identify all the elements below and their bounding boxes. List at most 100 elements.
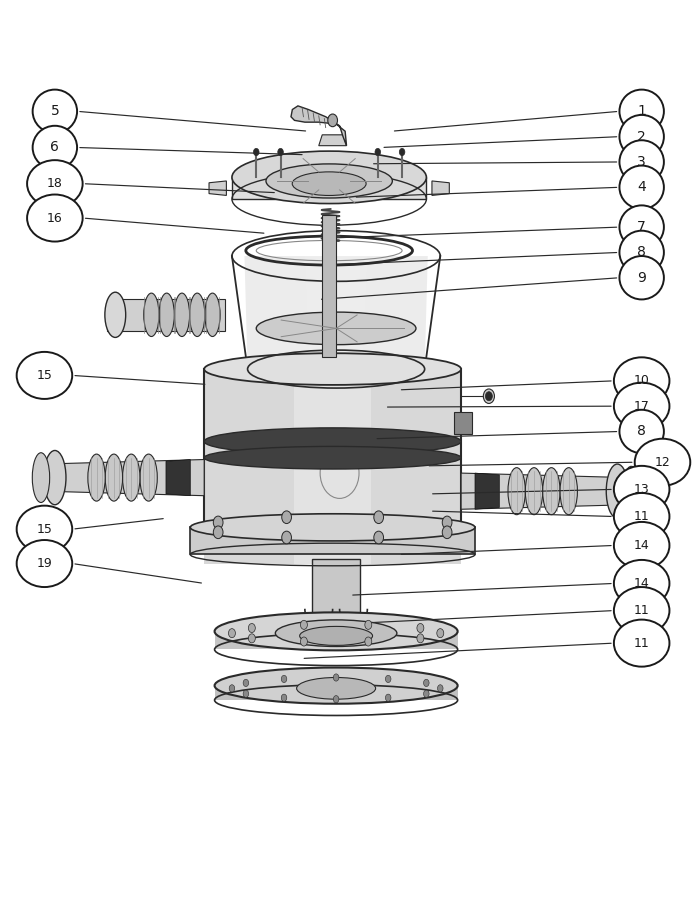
Polygon shape bbox=[318, 135, 346, 146]
Ellipse shape bbox=[105, 454, 122, 501]
Ellipse shape bbox=[614, 587, 669, 634]
Ellipse shape bbox=[614, 382, 669, 430]
Ellipse shape bbox=[256, 312, 416, 345]
Circle shape bbox=[214, 526, 223, 539]
Circle shape bbox=[424, 690, 429, 697]
Ellipse shape bbox=[560, 468, 577, 515]
Polygon shape bbox=[209, 181, 226, 196]
Text: 13: 13 bbox=[634, 483, 650, 496]
Polygon shape bbox=[232, 177, 426, 199]
Circle shape bbox=[442, 516, 452, 529]
Ellipse shape bbox=[620, 206, 664, 248]
Text: 11: 11 bbox=[634, 510, 650, 523]
Text: 8: 8 bbox=[637, 424, 646, 439]
Text: 14: 14 bbox=[634, 539, 650, 552]
Text: 16: 16 bbox=[47, 211, 63, 225]
Ellipse shape bbox=[620, 231, 664, 274]
Polygon shape bbox=[294, 369, 371, 563]
Circle shape bbox=[300, 637, 307, 646]
Circle shape bbox=[281, 694, 287, 702]
Circle shape bbox=[333, 695, 339, 703]
Polygon shape bbox=[291, 106, 346, 146]
Ellipse shape bbox=[33, 126, 77, 169]
Ellipse shape bbox=[620, 89, 664, 133]
Ellipse shape bbox=[614, 522, 669, 569]
Ellipse shape bbox=[606, 464, 629, 519]
Ellipse shape bbox=[525, 468, 542, 515]
Ellipse shape bbox=[159, 293, 174, 337]
Ellipse shape bbox=[190, 514, 475, 541]
Circle shape bbox=[333, 674, 339, 681]
Circle shape bbox=[243, 679, 248, 686]
Ellipse shape bbox=[140, 454, 158, 501]
Circle shape bbox=[424, 679, 429, 686]
Ellipse shape bbox=[205, 293, 220, 337]
Ellipse shape bbox=[266, 164, 393, 198]
Text: 6: 6 bbox=[50, 140, 60, 155]
Text: 15: 15 bbox=[36, 522, 52, 536]
Ellipse shape bbox=[635, 439, 690, 486]
Polygon shape bbox=[475, 473, 499, 510]
Ellipse shape bbox=[620, 410, 664, 453]
Circle shape bbox=[438, 684, 443, 692]
Ellipse shape bbox=[33, 89, 77, 133]
Circle shape bbox=[248, 633, 256, 642]
Ellipse shape bbox=[105, 292, 126, 338]
Ellipse shape bbox=[614, 620, 669, 667]
Ellipse shape bbox=[17, 540, 72, 587]
Circle shape bbox=[386, 694, 391, 702]
Ellipse shape bbox=[297, 677, 376, 699]
Text: 9: 9 bbox=[637, 271, 646, 285]
Ellipse shape bbox=[190, 293, 205, 337]
Circle shape bbox=[281, 675, 287, 682]
Polygon shape bbox=[232, 256, 440, 369]
Polygon shape bbox=[204, 369, 461, 563]
Ellipse shape bbox=[620, 166, 664, 209]
Circle shape bbox=[281, 511, 291, 523]
Text: 8: 8 bbox=[637, 246, 646, 259]
Polygon shape bbox=[305, 256, 368, 369]
Ellipse shape bbox=[614, 493, 669, 540]
Polygon shape bbox=[166, 460, 190, 496]
Circle shape bbox=[417, 623, 424, 632]
Circle shape bbox=[365, 621, 372, 630]
Polygon shape bbox=[432, 181, 449, 196]
Ellipse shape bbox=[508, 468, 525, 515]
Ellipse shape bbox=[43, 450, 66, 505]
Text: 17: 17 bbox=[634, 399, 650, 412]
Circle shape bbox=[399, 148, 405, 156]
Circle shape bbox=[229, 684, 234, 692]
Circle shape bbox=[214, 516, 223, 529]
Text: 4: 4 bbox=[637, 180, 646, 194]
Text: 18: 18 bbox=[47, 177, 63, 190]
Ellipse shape bbox=[204, 428, 461, 455]
Text: 11: 11 bbox=[634, 637, 650, 650]
Ellipse shape bbox=[27, 160, 83, 207]
Ellipse shape bbox=[204, 353, 461, 385]
Text: 1: 1 bbox=[637, 105, 646, 118]
Polygon shape bbox=[215, 632, 458, 650]
Ellipse shape bbox=[622, 466, 640, 516]
Circle shape bbox=[485, 391, 492, 400]
Text: 10: 10 bbox=[634, 374, 650, 388]
Ellipse shape bbox=[174, 293, 190, 337]
Ellipse shape bbox=[27, 195, 83, 241]
Circle shape bbox=[374, 531, 384, 544]
Polygon shape bbox=[107, 298, 225, 331]
Ellipse shape bbox=[88, 454, 105, 501]
Circle shape bbox=[228, 629, 235, 638]
Circle shape bbox=[281, 531, 291, 544]
Text: 2: 2 bbox=[637, 129, 646, 144]
Polygon shape bbox=[215, 685, 458, 700]
Ellipse shape bbox=[300, 626, 372, 645]
Circle shape bbox=[243, 690, 248, 697]
Ellipse shape bbox=[614, 466, 669, 513]
Text: 12: 12 bbox=[654, 456, 671, 469]
Polygon shape bbox=[190, 528, 475, 554]
Circle shape bbox=[417, 633, 424, 642]
Text: 14: 14 bbox=[634, 577, 650, 590]
Ellipse shape bbox=[614, 560, 669, 607]
Text: 5: 5 bbox=[50, 105, 60, 118]
Ellipse shape bbox=[17, 506, 72, 552]
Circle shape bbox=[374, 511, 384, 523]
